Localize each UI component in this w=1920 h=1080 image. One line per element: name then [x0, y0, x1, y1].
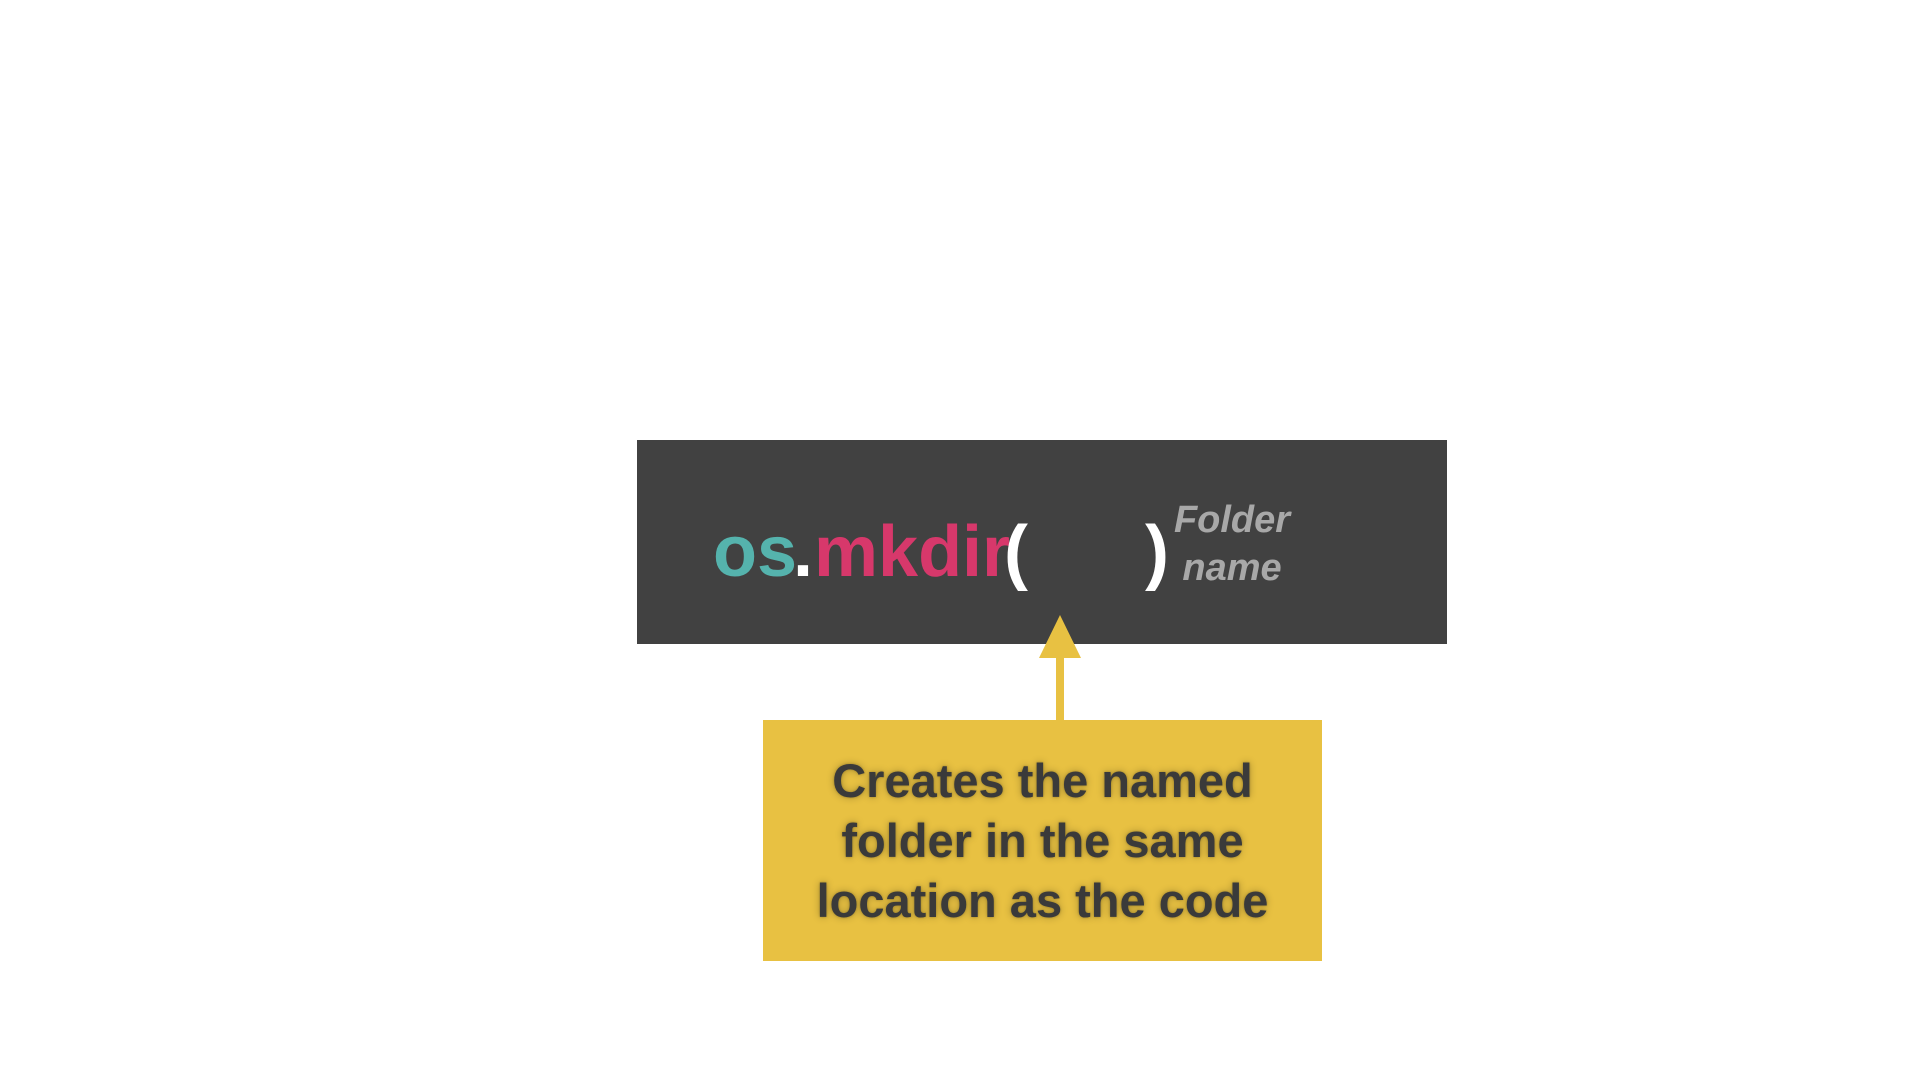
code-open-paren: ( — [1004, 512, 1028, 592]
code-dot: . — [793, 512, 814, 592]
callout-box: Creates the named folder in the same loc… — [763, 720, 1322, 961]
code-box: os . mkdir ( ) Folder name — [637, 440, 1447, 644]
arrow-up-icon — [1039, 615, 1081, 721]
code-function-name: mkdir — [814, 512, 1011, 592]
arrow-shaft — [1056, 655, 1064, 721]
callout-text: Creates the named folder in the same loc… — [816, 753, 1269, 927]
arrow-head — [1039, 615, 1081, 658]
parameter-hint: Folder name — [1173, 499, 1291, 589]
code-close-paren: ) — [1145, 512, 1169, 592]
code-module-name: os — [713, 512, 798, 592]
